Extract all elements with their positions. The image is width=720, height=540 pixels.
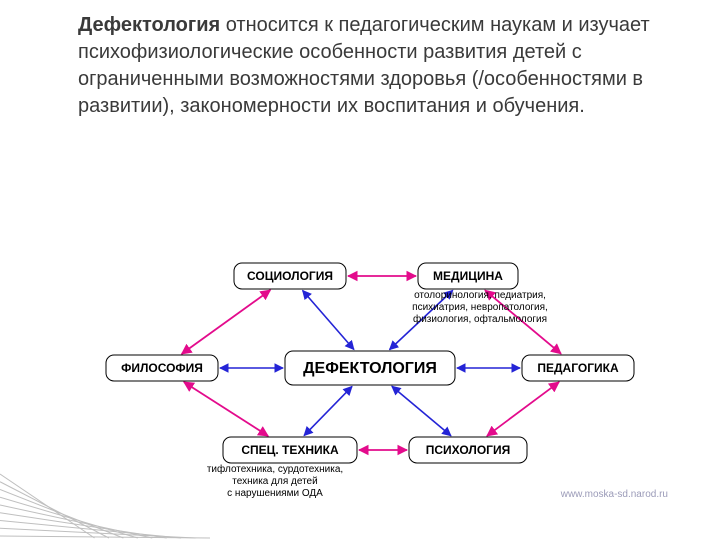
relations-diagram: ДЕФЕКТОЛОГИЯ СОЦИОЛОГИЯ МЕДИЦИНА ФИЛОСОФИЯ П… — [80, 248, 660, 508]
sublabel-medicine-0: отолоринология, педиатрия, — [414, 290, 546, 301]
slide: Дефектология относится к педагогическим … — [0, 0, 720, 540]
node-psychology: ПСИХОЛОГИЯ — [409, 437, 527, 463]
source-link: www.moska-sd.narod.ru — [561, 489, 668, 500]
node-spectech: СПЕЦ. ТЕХНИКА — [223, 437, 357, 463]
corner-decoration — [0, 470, 210, 540]
svg-text:ПСИХОЛОГИЯ: ПСИХОЛОГИЯ — [426, 443, 510, 457]
svg-text:СПЕЦ. ТЕХНИКА: СПЕЦ. ТЕХНИКА — [241, 443, 339, 457]
sublabel-medicine-2: физиология, офтальмология — [413, 313, 547, 325]
node-sociology: СОЦИОЛОГИЯ — [234, 263, 346, 289]
node-center: ДЕФЕКТОЛОГИЯ — [285, 351, 455, 385]
nodes: ДЕФЕКТОЛОГИЯ СОЦИОЛОГИЯ МЕДИЦИНА ФИЛОСОФИЯ П… — [106, 263, 634, 463]
svg-text:ДЕФЕКТОЛОГИЯ: ДЕФЕКТОЛОГИЯ — [303, 360, 437, 377]
sublabel-spectech-0: тифлотехника, сурдотехника, — [207, 463, 343, 475]
term-bold: Дефектология — [78, 14, 220, 36]
node-philosophy: ФИЛОСОФИЯ — [106, 355, 218, 381]
svg-text:СОЦИОЛОГИЯ: СОЦИОЛОГИЯ — [247, 269, 333, 283]
svg-text:ПЕДАГОГИКА: ПЕДАГОГИКА — [537, 361, 619, 375]
definition-paragraph: Дефектология относится к педагогическим … — [78, 12, 658, 120]
sublabel-spectech-2: с нарушениями ОДА — [227, 488, 323, 499]
sublabel-spectech-1: техника для детей — [232, 476, 317, 487]
sublabel-medicine-1: психиатрия, невропатология, — [412, 302, 548, 313]
svg-text:ФИЛОСОФИЯ: ФИЛОСОФИЯ — [121, 361, 203, 375]
svg-text:МЕДИЦИНА: МЕДИЦИНА — [433, 269, 503, 283]
node-medicine: МЕДИЦИНА — [418, 263, 518, 289]
sublabels: отолоринология, педиатрия,психиатрия, не… — [207, 290, 548, 499]
node-pedagogy: ПЕДАГОГИКА — [522, 355, 634, 381]
